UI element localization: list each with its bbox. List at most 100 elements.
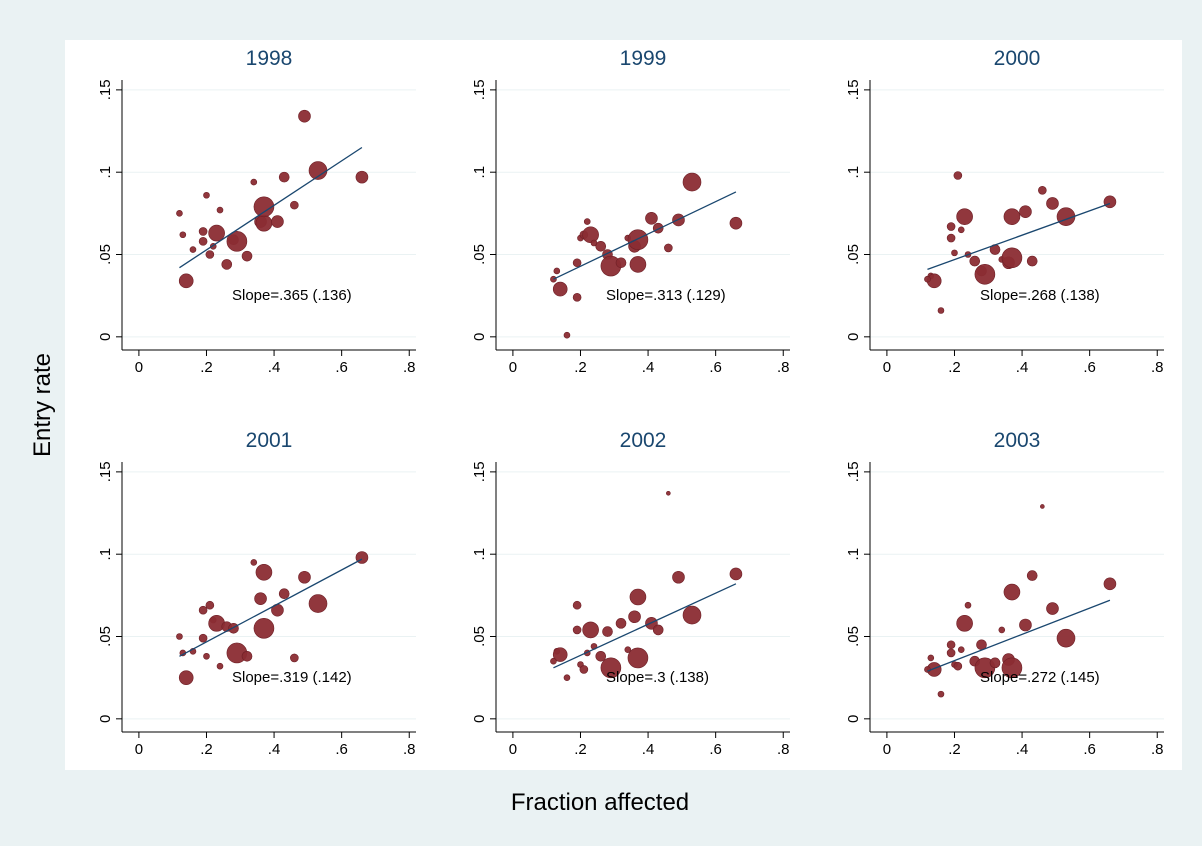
bubble — [290, 653, 299, 663]
bubble — [583, 218, 591, 225]
x-tick-label: .8 — [777, 359, 790, 376]
x-tick-label: .2 — [574, 741, 587, 758]
bubble — [629, 256, 647, 273]
bubble — [250, 559, 258, 566]
x-tick-label: .4 — [1016, 359, 1029, 376]
x-tick-label: .4 — [268, 741, 281, 758]
y-tick-label: .05 — [471, 244, 488, 265]
bubble — [964, 601, 972, 609]
x-tick-label: .6 — [1083, 741, 1096, 758]
x-tick-label: .8 — [1151, 359, 1164, 376]
bubble — [946, 648, 956, 658]
bubble — [221, 259, 233, 270]
bubble — [946, 222, 956, 231]
bubble — [1046, 602, 1059, 615]
bubble — [595, 650, 607, 662]
panel-title: 2002 — [620, 429, 667, 452]
bubble — [1003, 208, 1021, 225]
x-tick-label: 0 — [135, 741, 143, 758]
fit-line — [553, 583, 737, 669]
bubble — [953, 661, 963, 671]
y-tick-label: 0 — [97, 333, 114, 341]
bubble — [290, 200, 299, 210]
bubble — [250, 178, 258, 186]
bubble — [1046, 197, 1059, 210]
x-tick-label: .2 — [574, 359, 587, 376]
bubble — [582, 621, 599, 639]
bubble — [278, 588, 290, 600]
annotation: Slope=.313 (.129) — [606, 287, 726, 304]
bubble — [253, 617, 275, 639]
bubble — [615, 618, 627, 629]
bubble — [624, 646, 632, 653]
bubble — [956, 208, 973, 225]
bubble — [645, 211, 658, 225]
panel-title: 2003 — [994, 429, 1041, 452]
y-tick-label: .15 — [97, 461, 114, 482]
x-tick-label: 0 — [509, 741, 517, 758]
bubble — [1026, 255, 1038, 267]
x-tick-label: .6 — [709, 359, 722, 376]
bubble — [253, 196, 275, 218]
bubble — [969, 255, 981, 267]
bubble — [652, 624, 664, 636]
x-tick-label: 0 — [135, 359, 143, 376]
y-tick-label: .05 — [97, 244, 114, 265]
y-tick-label: 0 — [471, 333, 488, 341]
y-tick-label: .15 — [845, 79, 862, 100]
bubble — [1019, 205, 1032, 219]
y-tick-label: .05 — [97, 626, 114, 647]
bubble — [957, 226, 965, 234]
bubble — [255, 214, 273, 232]
bubble — [228, 622, 239, 634]
bubble — [579, 665, 589, 674]
y-tick-label: .1 — [845, 548, 862, 561]
y-tick-label: .1 — [471, 166, 488, 179]
bubble — [189, 246, 197, 253]
bubble — [729, 216, 743, 230]
annotation: Slope=.268 (.138) — [980, 287, 1100, 304]
bubble — [927, 654, 935, 662]
bubble — [198, 633, 208, 643]
x-tick-label: 0 — [883, 359, 891, 376]
x-tick-label: .4 — [268, 359, 281, 376]
x-tick-label: .8 — [403, 741, 416, 758]
x-tick-label: .2 — [948, 741, 961, 758]
y-tick-label: 0 — [845, 715, 862, 723]
plot-region — [65, 40, 1182, 770]
bubble — [226, 231, 248, 252]
x-tick-label: .2 — [948, 359, 961, 376]
x-tick-label: .6 — [335, 741, 348, 758]
fit-line — [927, 599, 1111, 672]
x-tick-label: .4 — [642, 359, 655, 376]
panel-title: 1999 — [620, 47, 667, 70]
bubble — [672, 570, 685, 584]
bubble — [946, 233, 956, 243]
bubble — [582, 226, 599, 244]
x-tick-label: 0 — [883, 741, 891, 758]
bubble — [278, 171, 290, 183]
bubble — [176, 633, 183, 640]
y-tick-label: 0 — [471, 715, 488, 723]
bubble — [563, 331, 571, 339]
bubble — [924, 275, 931, 283]
bubble — [254, 592, 267, 605]
fit-line — [179, 146, 363, 269]
bubble — [1001, 247, 1023, 269]
bubble — [652, 222, 664, 234]
bubble — [989, 657, 1001, 669]
bubble — [308, 594, 328, 613]
bubble — [216, 206, 224, 214]
x-tick-label: .8 — [1151, 741, 1164, 758]
bubble — [298, 570, 311, 584]
y-tick-label: .15 — [845, 461, 862, 482]
bubble — [628, 610, 641, 624]
panel-title: 1998 — [246, 47, 293, 70]
bubble — [208, 224, 225, 242]
y-tick-label: .05 — [845, 626, 862, 647]
y-tick-label: .05 — [845, 244, 862, 265]
bubble — [1056, 628, 1076, 648]
fit-line — [553, 191, 737, 280]
bubble — [602, 626, 613, 637]
y-tick-label: 0 — [97, 715, 114, 723]
